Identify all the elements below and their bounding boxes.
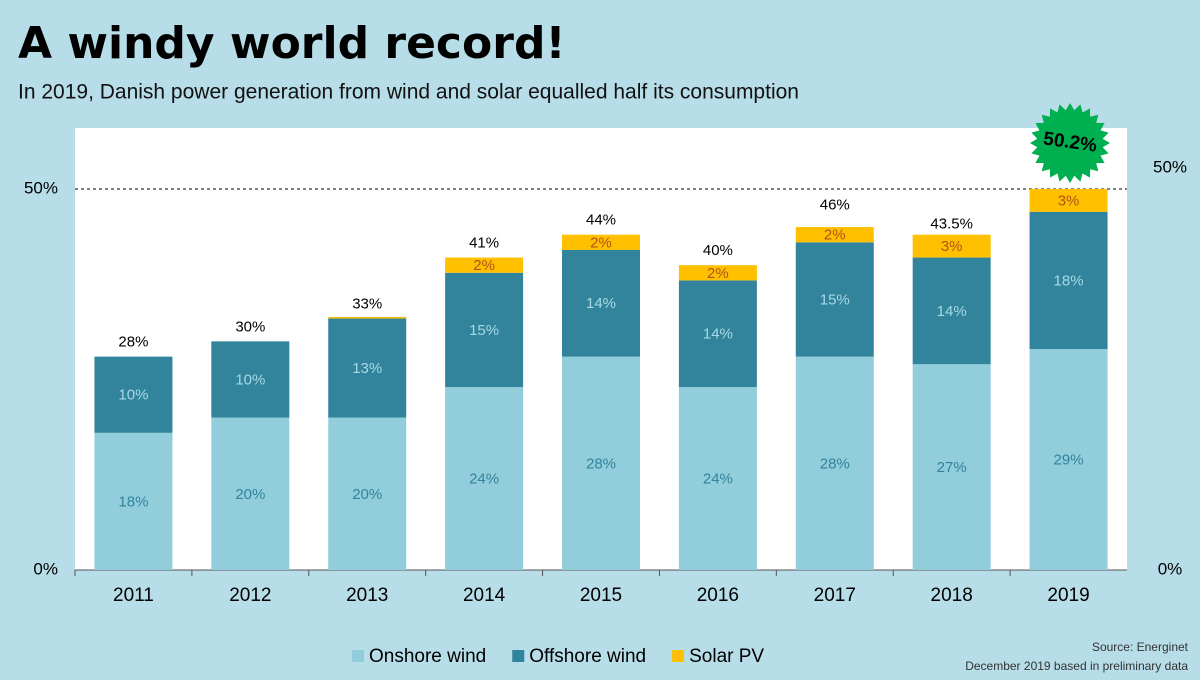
value-label: 13% — [352, 360, 382, 377]
bar-segment — [562, 234, 640, 250]
y2-tick-label: 50% — [1153, 158, 1187, 177]
x-tick-label: 2011 — [113, 585, 154, 606]
value-label: 27% — [937, 459, 967, 476]
legend-swatch — [672, 650, 685, 662]
legend-label: Offshore wind — [529, 646, 646, 667]
x-tick-label: 2019 — [1047, 585, 1089, 606]
total-label: 30% — [235, 318, 265, 335]
bar-segment — [678, 280, 757, 388]
x-tick-label: 2018 — [931, 585, 973, 606]
legend-swatch — [512, 650, 525, 662]
value-label: 14% — [586, 295, 616, 312]
value-label: 14% — [937, 303, 967, 320]
chart-subtitle: In 2019, Danish power generation from wi… — [18, 81, 799, 104]
x-tick-label: 2016 — [697, 585, 739, 606]
total-label: 43.5% — [930, 215, 973, 232]
value-label: 2% — [473, 257, 495, 274]
value-label: 20% — [352, 486, 382, 503]
value-label: 28% — [820, 455, 850, 472]
source: Source: Energinet — [1092, 640, 1189, 654]
bar-segment — [795, 356, 874, 570]
bar-segment — [912, 234, 991, 258]
value-label: 3% — [1058, 192, 1080, 209]
total-label: 28% — [118, 334, 148, 351]
bar-segment — [211, 341, 290, 418]
bar-segment — [1029, 211, 1108, 349]
value-label: 10% — [235, 371, 265, 388]
total-label: 44% — [586, 212, 616, 229]
bar-segment — [1029, 188, 1108, 212]
value-label: 29% — [1054, 451, 1084, 468]
bar-segment — [94, 356, 173, 433]
bar-segment — [94, 432, 173, 570]
x-tick-label: 2014 — [463, 585, 506, 606]
value-label: 24% — [469, 471, 499, 488]
bar-segment — [445, 387, 524, 570]
chart-title: A windy world record! — [18, 18, 566, 69]
value-label: 18% — [118, 493, 148, 510]
y-tick-label: 0% — [33, 559, 58, 578]
y2-tick-label: 0% — [1158, 559, 1183, 578]
bar-segment — [328, 417, 407, 570]
bar-segment — [328, 316, 407, 319]
value-label: 2% — [590, 234, 612, 251]
x-tick-label: 2012 — [229, 585, 271, 606]
x-tick-label: 2015 — [580, 585, 622, 606]
note: December 2019 based in preliminary data — [965, 659, 1188, 673]
value-label: 15% — [469, 322, 499, 339]
bar-segment — [678, 265, 757, 281]
total-label: 46% — [820, 196, 850, 213]
value-label: 15% — [820, 291, 850, 308]
total-label: 41% — [469, 235, 499, 252]
bar-segment — [562, 249, 640, 357]
x-tick-label: 2013 — [346, 585, 388, 606]
legend-label: Solar PV — [689, 646, 764, 667]
value-label: 10% — [118, 387, 148, 404]
value-label: 2% — [824, 227, 846, 244]
bar-segment — [562, 356, 640, 570]
value-label: 24% — [703, 471, 733, 488]
value-label: 20% — [235, 486, 265, 503]
total-label: 40% — [703, 242, 733, 259]
value-label: 28% — [586, 455, 616, 472]
bar-segment — [328, 318, 407, 418]
bar-segment — [211, 417, 290, 570]
bar-segment — [795, 242, 874, 357]
x-tick-label: 2017 — [814, 585, 856, 606]
value-label: 18% — [1054, 272, 1084, 289]
bar-segment — [1029, 349, 1108, 570]
y-tick-label: 50% — [24, 178, 58, 197]
total-label: 33% — [352, 295, 382, 312]
bar-segment — [445, 257, 524, 273]
bar-segment — [445, 272, 524, 388]
legend-label: Onshore wind — [369, 646, 486, 667]
value-label: 2% — [707, 265, 729, 282]
legend-swatch — [352, 650, 364, 662]
bar-segment — [912, 257, 991, 365]
bar-segment — [795, 227, 874, 243]
total-badge — [1030, 103, 1110, 183]
value-label: 3% — [941, 238, 963, 255]
value-label: 14% — [703, 326, 733, 343]
bar-segment — [678, 387, 757, 570]
bar-segment — [912, 364, 991, 570]
